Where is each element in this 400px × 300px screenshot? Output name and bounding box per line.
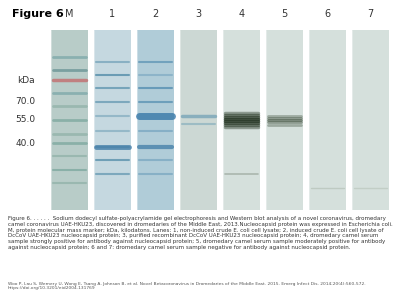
FancyBboxPatch shape <box>137 30 174 210</box>
Text: Figure 6: Figure 6 <box>12 9 64 19</box>
Text: 6: 6 <box>324 9 330 19</box>
Text: Figure 6. . . . . .  Sodium dodecyl sulfate-polyacrylamide gel electrophoresis a: Figure 6. . . . . . Sodium dodecyl sulfa… <box>8 216 393 250</box>
Text: M: M <box>65 9 74 19</box>
Text: 5: 5 <box>281 9 288 19</box>
Text: kDa: kDa <box>18 76 35 85</box>
Text: Woo P, Lau S, Wernery U, Wong E, Tsang A, Johnson B, et al. Novel Betacoronaviru: Woo P, Lau S, Wernery U, Wong E, Tsang A… <box>8 281 366 290</box>
Text: 7: 7 <box>367 9 374 19</box>
Text: 70.0: 70.0 <box>15 98 35 106</box>
FancyBboxPatch shape <box>266 30 303 210</box>
FancyBboxPatch shape <box>51 30 88 210</box>
Text: 4: 4 <box>238 9 244 19</box>
FancyBboxPatch shape <box>352 30 389 210</box>
Text: 55.0: 55.0 <box>15 116 35 124</box>
Text: 3: 3 <box>196 9 202 19</box>
FancyBboxPatch shape <box>309 30 346 210</box>
FancyBboxPatch shape <box>223 30 260 210</box>
Text: 40.0: 40.0 <box>15 139 35 148</box>
FancyBboxPatch shape <box>223 30 260 210</box>
FancyBboxPatch shape <box>94 30 131 210</box>
Text: 2: 2 <box>152 9 159 19</box>
Text: 1: 1 <box>110 9 116 19</box>
FancyBboxPatch shape <box>266 30 303 210</box>
FancyBboxPatch shape <box>309 30 346 210</box>
FancyBboxPatch shape <box>352 30 389 210</box>
FancyBboxPatch shape <box>180 30 217 210</box>
